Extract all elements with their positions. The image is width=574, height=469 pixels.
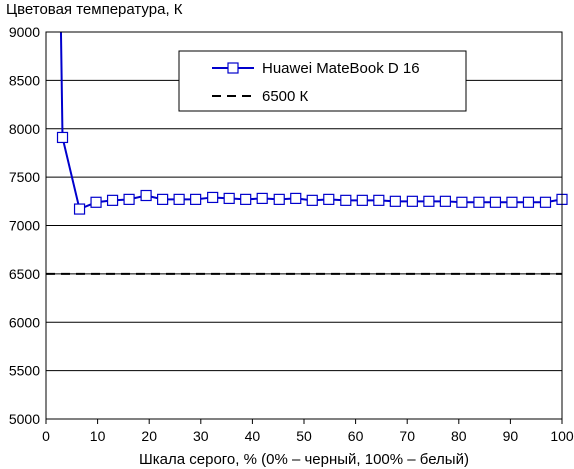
x-tick-label: 20 bbox=[141, 428, 157, 444]
x-tick-label: 60 bbox=[348, 428, 364, 444]
data-point-huawei bbox=[306, 194, 318, 206]
data-point-huawei bbox=[373, 194, 385, 206]
data-point-huawei bbox=[423, 195, 435, 207]
data-point-huawei bbox=[123, 193, 135, 205]
data-point-huawei bbox=[106, 194, 119, 206]
y-axis-ticks: 5000 5500 6000 6500 7000 7500 8000 8500 9000 bbox=[9, 24, 40, 427]
data-point-huawei bbox=[506, 196, 518, 208]
x-axis-title: Шкала серого, % (0% – черный, 100% – бел… bbox=[139, 451, 469, 468]
y-axis-title: Цветовая температура, К bbox=[6, 1, 183, 18]
data-point-huawei bbox=[173, 193, 185, 205]
y-tick-label: 6500 bbox=[9, 266, 40, 282]
data-point-huawei bbox=[90, 196, 102, 208]
legend-label-6500k: 6500 К bbox=[262, 88, 309, 105]
data-point-huawei bbox=[389, 195, 401, 207]
y-tick-label: 6000 bbox=[9, 314, 40, 330]
data-point-huawei bbox=[406, 195, 418, 207]
data-point-huawei bbox=[56, 131, 69, 144]
data-point-huawei bbox=[73, 203, 86, 215]
data-point-huawei bbox=[290, 192, 302, 205]
data-point-huawei bbox=[522, 196, 535, 208]
data-point-huawei bbox=[273, 193, 285, 205]
x-tick-label: 100 bbox=[550, 428, 574, 444]
y-tick-label: 8500 bbox=[9, 72, 40, 88]
y-tick-label: 7500 bbox=[9, 169, 40, 185]
data-point-huawei bbox=[356, 194, 368, 206]
y-tick-label: 9000 bbox=[9, 24, 40, 40]
x-tick-label: 40 bbox=[245, 428, 261, 444]
data-point-huawei bbox=[473, 196, 485, 208]
x-tick-label: 50 bbox=[296, 428, 312, 444]
y-tick-label: 8000 bbox=[9, 121, 40, 137]
legend-label-huawei: Huawei MateBook D 16 bbox=[262, 60, 420, 77]
data-point-huawei bbox=[240, 193, 252, 205]
x-tick-label: 80 bbox=[451, 428, 467, 444]
plot-frame bbox=[45, 31, 563, 420]
data-point-huawei bbox=[439, 195, 451, 207]
legend: Huawei MateBook D 16 6500 К bbox=[178, 50, 467, 112]
y-tick-label: 5500 bbox=[9, 363, 40, 379]
data-point-huawei bbox=[190, 193, 202, 205]
data-point-huawei bbox=[489, 196, 502, 208]
y-tick-label: 5000 bbox=[9, 411, 40, 427]
data-point-huawei bbox=[323, 193, 335, 205]
x-tick-label: 30 bbox=[193, 428, 209, 444]
x-tick-label: 0 bbox=[42, 428, 50, 444]
data-point-huawei bbox=[223, 192, 235, 205]
data-point-huawei bbox=[539, 196, 552, 208]
x-axis-ticks: 0 10 20 30 40 50 60 70 80 90 100 bbox=[42, 419, 574, 444]
data-point-huawei bbox=[157, 193, 169, 205]
data-point-huawei bbox=[256, 192, 268, 205]
x-tick-label: 10 bbox=[90, 428, 106, 444]
data-point-huawei bbox=[456, 196, 468, 208]
legend-marker-huawei bbox=[227, 62, 239, 74]
y-tick-label: 7000 bbox=[9, 218, 40, 234]
legend-box bbox=[178, 50, 467, 112]
data-point-huawei bbox=[207, 191, 219, 204]
data-point-huawei bbox=[140, 189, 152, 202]
x-tick-label: 70 bbox=[399, 428, 415, 444]
x-tick-label: 90 bbox=[503, 428, 519, 444]
data-point-huawei bbox=[340, 194, 352, 206]
